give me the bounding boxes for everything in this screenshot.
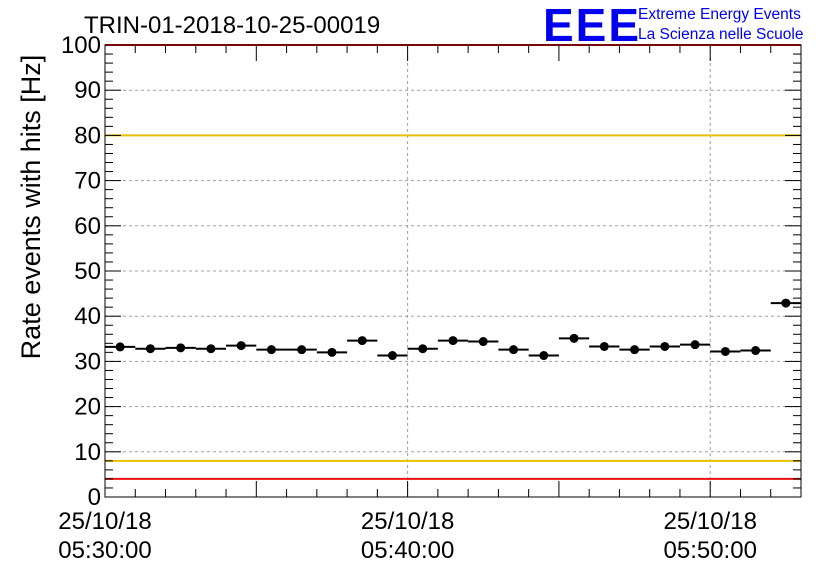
- reference-lines: [105, 44, 801, 480]
- y-tick-labels: 0 10 20 30 40 50 60 70 80 90 100: [61, 32, 101, 511]
- data-point: [710, 346, 741, 356]
- x-tick-label-date: 25/10/18: [58, 508, 151, 535]
- data-point: [649, 341, 680, 351]
- data-point: [740, 346, 771, 356]
- data-point-marker: [690, 340, 700, 350]
- data-point: [165, 343, 196, 353]
- data-point-marker: [509, 345, 519, 355]
- data-point-marker: [176, 343, 186, 353]
- data-point-marker: [781, 298, 791, 308]
- data-point: [589, 341, 620, 351]
- data-point-marker: [720, 346, 730, 356]
- data-point: [105, 342, 136, 352]
- data-point: [407, 344, 438, 354]
- data-point: [498, 345, 529, 355]
- data-point-marker: [387, 351, 397, 361]
- data-point: [770, 298, 801, 308]
- data-point-marker: [630, 345, 640, 355]
- data-point-marker: [327, 347, 337, 357]
- data-point: [256, 345, 287, 355]
- data-point: [679, 340, 711, 350]
- data-point: [135, 344, 166, 354]
- x-tick-labels: 25/10/1805:30:0025/10/1805:40:0025/10/18…: [58, 508, 757, 564]
- data-point: [558, 333, 590, 343]
- data-point-marker: [297, 345, 307, 355]
- y-tick-label: 60: [74, 213, 101, 240]
- data-point-marker: [418, 344, 428, 354]
- data-point-marker: [145, 344, 155, 354]
- y-tick-label: 90: [74, 77, 101, 104]
- logo-letters: EEE: [543, 0, 641, 51]
- y-tick-label: 80: [74, 122, 101, 149]
- data-point: [619, 345, 650, 355]
- y-tick-label: 100: [61, 32, 101, 59]
- data-point-marker: [660, 341, 670, 351]
- y-tick-label: 0: [88, 484, 101, 511]
- data-point: [468, 337, 499, 347]
- y-tick-label: 10: [74, 439, 101, 466]
- x-tick-label-date: 25/10/18: [664, 508, 757, 535]
- y-tick-label: 20: [74, 394, 101, 421]
- data-point: [226, 341, 257, 351]
- data-point: [377, 351, 408, 361]
- logo-line-2: La Scienza nelle Scuole: [638, 26, 803, 43]
- y-axis-label: Rate events with hits [Hz]: [16, 55, 46, 360]
- data-point: [347, 336, 378, 346]
- data-point-marker: [357, 336, 367, 346]
- x-tick-label-time: 05:30:00: [58, 537, 151, 564]
- axis-ticks: [104, 44, 802, 498]
- data-point-marker: [478, 337, 488, 347]
- data-point-marker: [569, 333, 579, 343]
- y-tick-label: 40: [74, 303, 101, 330]
- logo-line-1: Extreme Energy Events: [638, 6, 801, 23]
- chart-title: TRIN-01-2018-10-25-00019: [84, 12, 380, 39]
- data-point-marker: [599, 341, 609, 351]
- x-tick-label-time: 05:50:00: [664, 537, 757, 564]
- data-point: [286, 345, 317, 355]
- data-point-marker: [539, 351, 549, 361]
- y-tick-label: 50: [74, 258, 101, 285]
- grid: [105, 45, 801, 497]
- y-tick-label: 70: [74, 168, 101, 195]
- data-point-marker: [751, 346, 761, 356]
- y-tick-label: 30: [74, 348, 101, 375]
- data-points: [105, 298, 801, 361]
- data-point: [316, 347, 348, 357]
- data-point-marker: [448, 336, 458, 346]
- x-tick-label-date: 25/10/18: [361, 508, 454, 535]
- data-point: [195, 344, 227, 354]
- data-point-marker: [266, 345, 276, 355]
- eee-logo: EEE Extreme Energy Events La Scienza nel…: [543, 0, 803, 51]
- data-point-marker: [236, 341, 246, 351]
- data-point-marker: [206, 344, 216, 354]
- x-tick-label-time: 05:40:00: [361, 537, 454, 564]
- data-point-marker: [115, 342, 125, 352]
- data-point: [528, 351, 559, 361]
- data-point: [437, 336, 469, 346]
